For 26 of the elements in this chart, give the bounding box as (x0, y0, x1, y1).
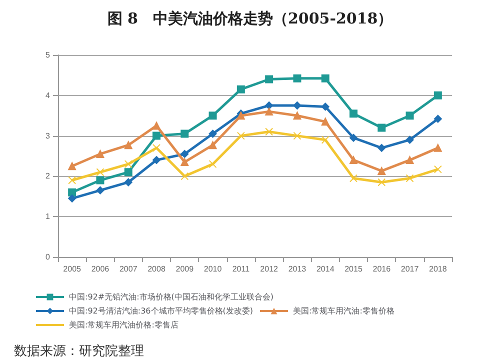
x-tick-label: 2017 (400, 264, 420, 274)
x-tick-label: 2015 (344, 264, 363, 274)
y-tick-label: 3 (46, 131, 51, 140)
chart-title: 图 8 中美汽油价格走势（2005-2018） (107, 10, 393, 28)
x-tick-label: 2018 (429, 264, 448, 274)
legend-label: 中国:92号清洁汽油:36个城市平均零售价格(发改委) (69, 306, 253, 316)
y-tick-label: 2 (46, 172, 51, 181)
legend-label: 美国:常规车用汽油:零售价格 (292, 306, 394, 316)
x-tick-label: 2012 (260, 264, 279, 274)
x-tick-label: 2016 (372, 264, 392, 274)
legend-label: 中国:92#无铅汽油:市场价格(中国石油和化学工业联合会) (69, 292, 274, 302)
x-tick-label: 2009 (176, 264, 194, 274)
x-tick-label: 2011 (232, 264, 250, 274)
x-tick-label: 2006 (91, 264, 110, 274)
x-tick-label: 2014 (316, 264, 335, 274)
legend-label: 美国:常规车用汽油价格:零售店 (69, 320, 178, 330)
y-tick-label: 4 (46, 90, 51, 100)
x-tick-label: 2005 (63, 264, 82, 274)
x-tick-label: 2008 (148, 264, 166, 274)
x-tick-label: 2007 (119, 264, 138, 274)
y-tick-label: 5 (46, 50, 51, 60)
y-tick-label: 1 (46, 212, 51, 222)
source-note: 数据来源：研究院整理 (14, 344, 144, 359)
y-tick-label: 0 (46, 252, 51, 262)
x-tick-label: 2013 (288, 264, 307, 274)
x-tick-label: 2010 (204, 264, 222, 274)
